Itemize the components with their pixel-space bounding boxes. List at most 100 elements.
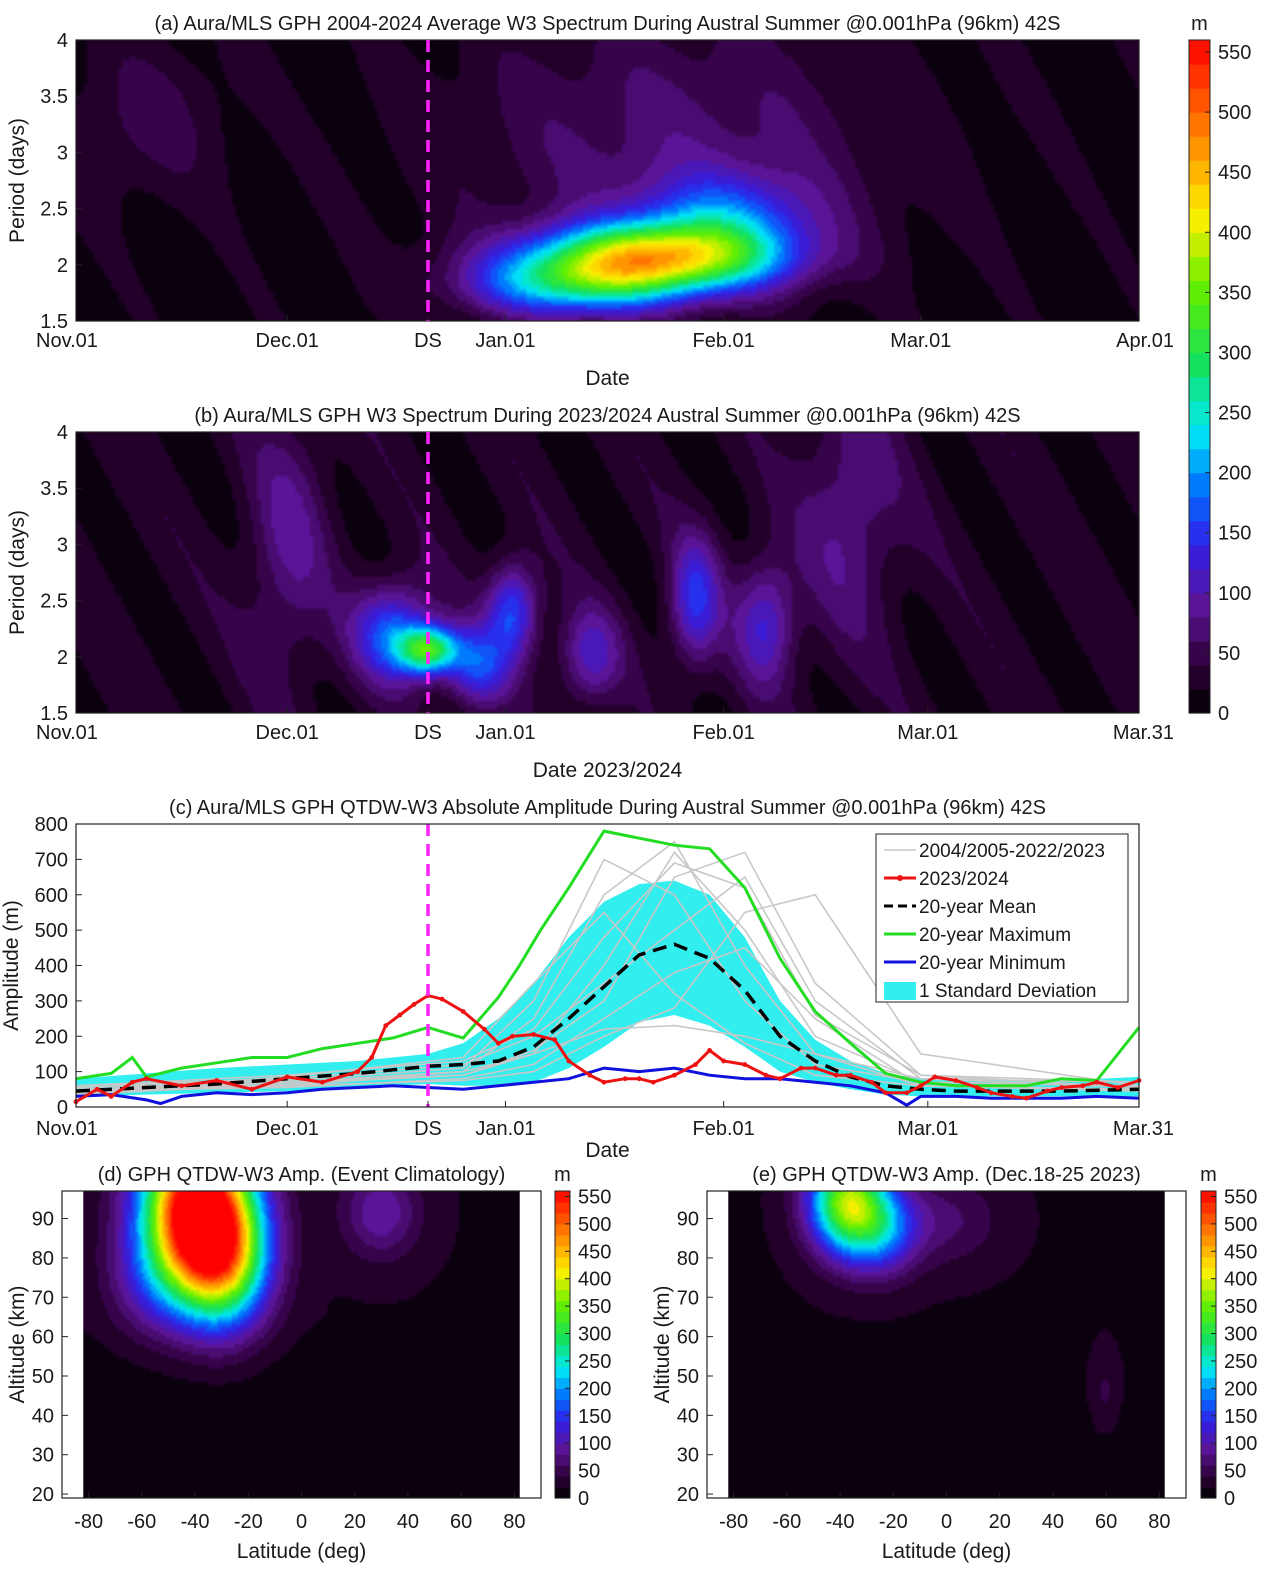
colorbar-e-swatch [1201, 1366, 1216, 1378]
panel-c-ytick-label: 600 [35, 885, 68, 907]
panel-e-xtick-label: 60 [1095, 1511, 1117, 1533]
current-point [601, 1079, 607, 1085]
colorbar-d-tick-label: 150 [578, 1406, 611, 1428]
panel-e-xtick-label: 40 [1042, 1511, 1064, 1533]
current-point [988, 1090, 994, 1096]
panel-e-heatmap [728, 1191, 1165, 1498]
panel-b-xtick-label: Mar.01 [897, 722, 958, 744]
current-point [481, 1026, 487, 1032]
current-point [742, 1062, 748, 1067]
panel-d-ytick-label: 40 [32, 1405, 54, 1427]
colorbar-e-swatch [1201, 1388, 1216, 1400]
colorbar-e-tick-label: 150 [1224, 1406, 1257, 1428]
colorbar-e-swatch [1201, 1289, 1216, 1302]
legend-label-years: 2004/2005-2022/2023 [919, 841, 1105, 862]
std-band [76, 880, 1139, 1097]
current-point [693, 1062, 698, 1067]
colorbar-e-unit: m [1200, 1164, 1217, 1186]
panel-b-xlabel: Date 2023/2024 [533, 759, 683, 782]
panel-a-ytick-label: 3 [57, 142, 68, 164]
panel-c-xtick-label: Mar.31 [1113, 1118, 1174, 1140]
colorbar-d-swatch [555, 1256, 570, 1269]
panel-e-xtick-label: -40 [826, 1511, 855, 1533]
colorbar-e-tick-label: 200 [1224, 1378, 1257, 1400]
current-point [833, 1072, 839, 1078]
colorbar-e-swatch [1201, 1421, 1216, 1433]
colorbar-d-tick-label: 50 [578, 1461, 600, 1483]
panel-d-ytick-label: 90 [32, 1209, 54, 1231]
panel-d-ytick-label: 30 [32, 1445, 54, 1467]
panel-b-ytick-label: 3.5 [40, 478, 68, 500]
colorbar-e-swatch [1201, 1223, 1216, 1236]
colorbar-e-swatch [1201, 1245, 1216, 1258]
colorbar-main-swatch [1189, 352, 1210, 378]
current-point [460, 1009, 466, 1014]
colorbar-d-tick-label: 250 [578, 1351, 611, 1373]
current-point [383, 1023, 389, 1029]
colorbar-e-swatch [1201, 1322, 1216, 1335]
colorbar-main-swatch [1189, 472, 1210, 498]
colorbar-main-swatch [1189, 256, 1210, 281]
colorbar-main-tick-label: 200 [1218, 463, 1251, 485]
current-point [1059, 1085, 1064, 1090]
colorbar-e-swatch [1201, 1465, 1216, 1477]
panel-d: (d) GPH QTDW-W3 Amp. (Event Climatology)… [6, 1164, 542, 1563]
panel-c-xtick-label: Mar.01 [897, 1118, 958, 1140]
panel-e-xtick-label: 80 [1148, 1511, 1170, 1533]
current-point [707, 1048, 712, 1053]
colorbar-e-swatch [1201, 1410, 1216, 1422]
year-line-1 [75, 840, 1140, 1094]
panel-b-xtick-label: Feb.01 [693, 722, 755, 744]
colorbar-d-swatch [555, 1454, 570, 1466]
panel-a-ytick-label: 2.5 [40, 199, 68, 221]
panel-e-title: (e) GPH QTDW-W3 Amp. (Dec.18-25 2023) [752, 1164, 1141, 1186]
colorbar-main-frame [1188, 39, 1211, 714]
colorbar-e-swatch [1201, 1487, 1216, 1499]
colorbar-d-swatch [555, 1267, 570, 1280]
year-line-4 [75, 858, 1140, 1089]
panel-c-xtick-label: Feb.01 [693, 1118, 755, 1140]
panel-e-xtick-label: 20 [989, 1511, 1011, 1533]
colorbar-d-swatch [555, 1333, 570, 1346]
colorbar-e-swatch [1201, 1191, 1216, 1203]
panel-a-xlabel: Date [585, 367, 629, 390]
current-point [495, 1040, 501, 1046]
colorbar-d-tick-label: 300 [578, 1324, 611, 1346]
panel-a-xtick-label: DS [414, 330, 442, 352]
panel-d-xtick-label: -20 [234, 1511, 263, 1533]
panel-d-xtick-label: 0 [296, 1511, 307, 1533]
colorbar-d-swatch [555, 1355, 570, 1368]
colorbar-d-swatch [555, 1289, 570, 1302]
panel-d-xtick-label: -80 [74, 1511, 103, 1533]
panel-b-xtick-label: DS [414, 722, 442, 744]
colorbar-main-unit: m [1191, 13, 1208, 35]
colorbar-main-tick-label: 0 [1218, 703, 1229, 725]
panel-c-ytick-label: 300 [35, 991, 68, 1013]
panel-d-xtick-label: 80 [503, 1511, 525, 1533]
current-point [721, 1058, 727, 1064]
legend-label-current: 2023/2024 [919, 869, 1009, 890]
current-point [812, 1065, 818, 1071]
colorbar-e-tick-label: 250 [1224, 1351, 1257, 1373]
panel-b-ytick-label: 2.5 [40, 591, 68, 613]
colorbar-e-tick-label: 50 [1224, 1461, 1246, 1483]
panel-a-ytick-label: 1.5 [40, 311, 68, 333]
panel-a-xtick-label: Feb.01 [693, 330, 755, 352]
colorbar-main-swatch [1189, 640, 1210, 666]
panel-e-ytick-label: 90 [677, 1209, 699, 1231]
colorbar-main-swatch [1189, 160, 1210, 185]
colorbar-main-swatch [1189, 448, 1210, 474]
panel-d-ytick-label: 20 [32, 1484, 54, 1506]
colorbar-d-unit: m [554, 1164, 571, 1186]
year-line-6 [75, 893, 1140, 1091]
colorbar-e-swatch [1201, 1454, 1216, 1466]
panel-b-heatmap [76, 432, 1139, 713]
colorbar-d-swatch [555, 1476, 570, 1488]
colorbar-d-swatch [555, 1399, 570, 1411]
colorbar-e-swatch [1201, 1278, 1216, 1291]
colorbar-d-tick-label: 500 [578, 1214, 611, 1236]
panel-d-ytick-label: 80 [32, 1248, 54, 1270]
year-line-9 [75, 861, 1140, 1087]
panel-c-ytick-label: 700 [35, 849, 68, 871]
colorbar-main-tick-label: 450 [1218, 162, 1251, 184]
